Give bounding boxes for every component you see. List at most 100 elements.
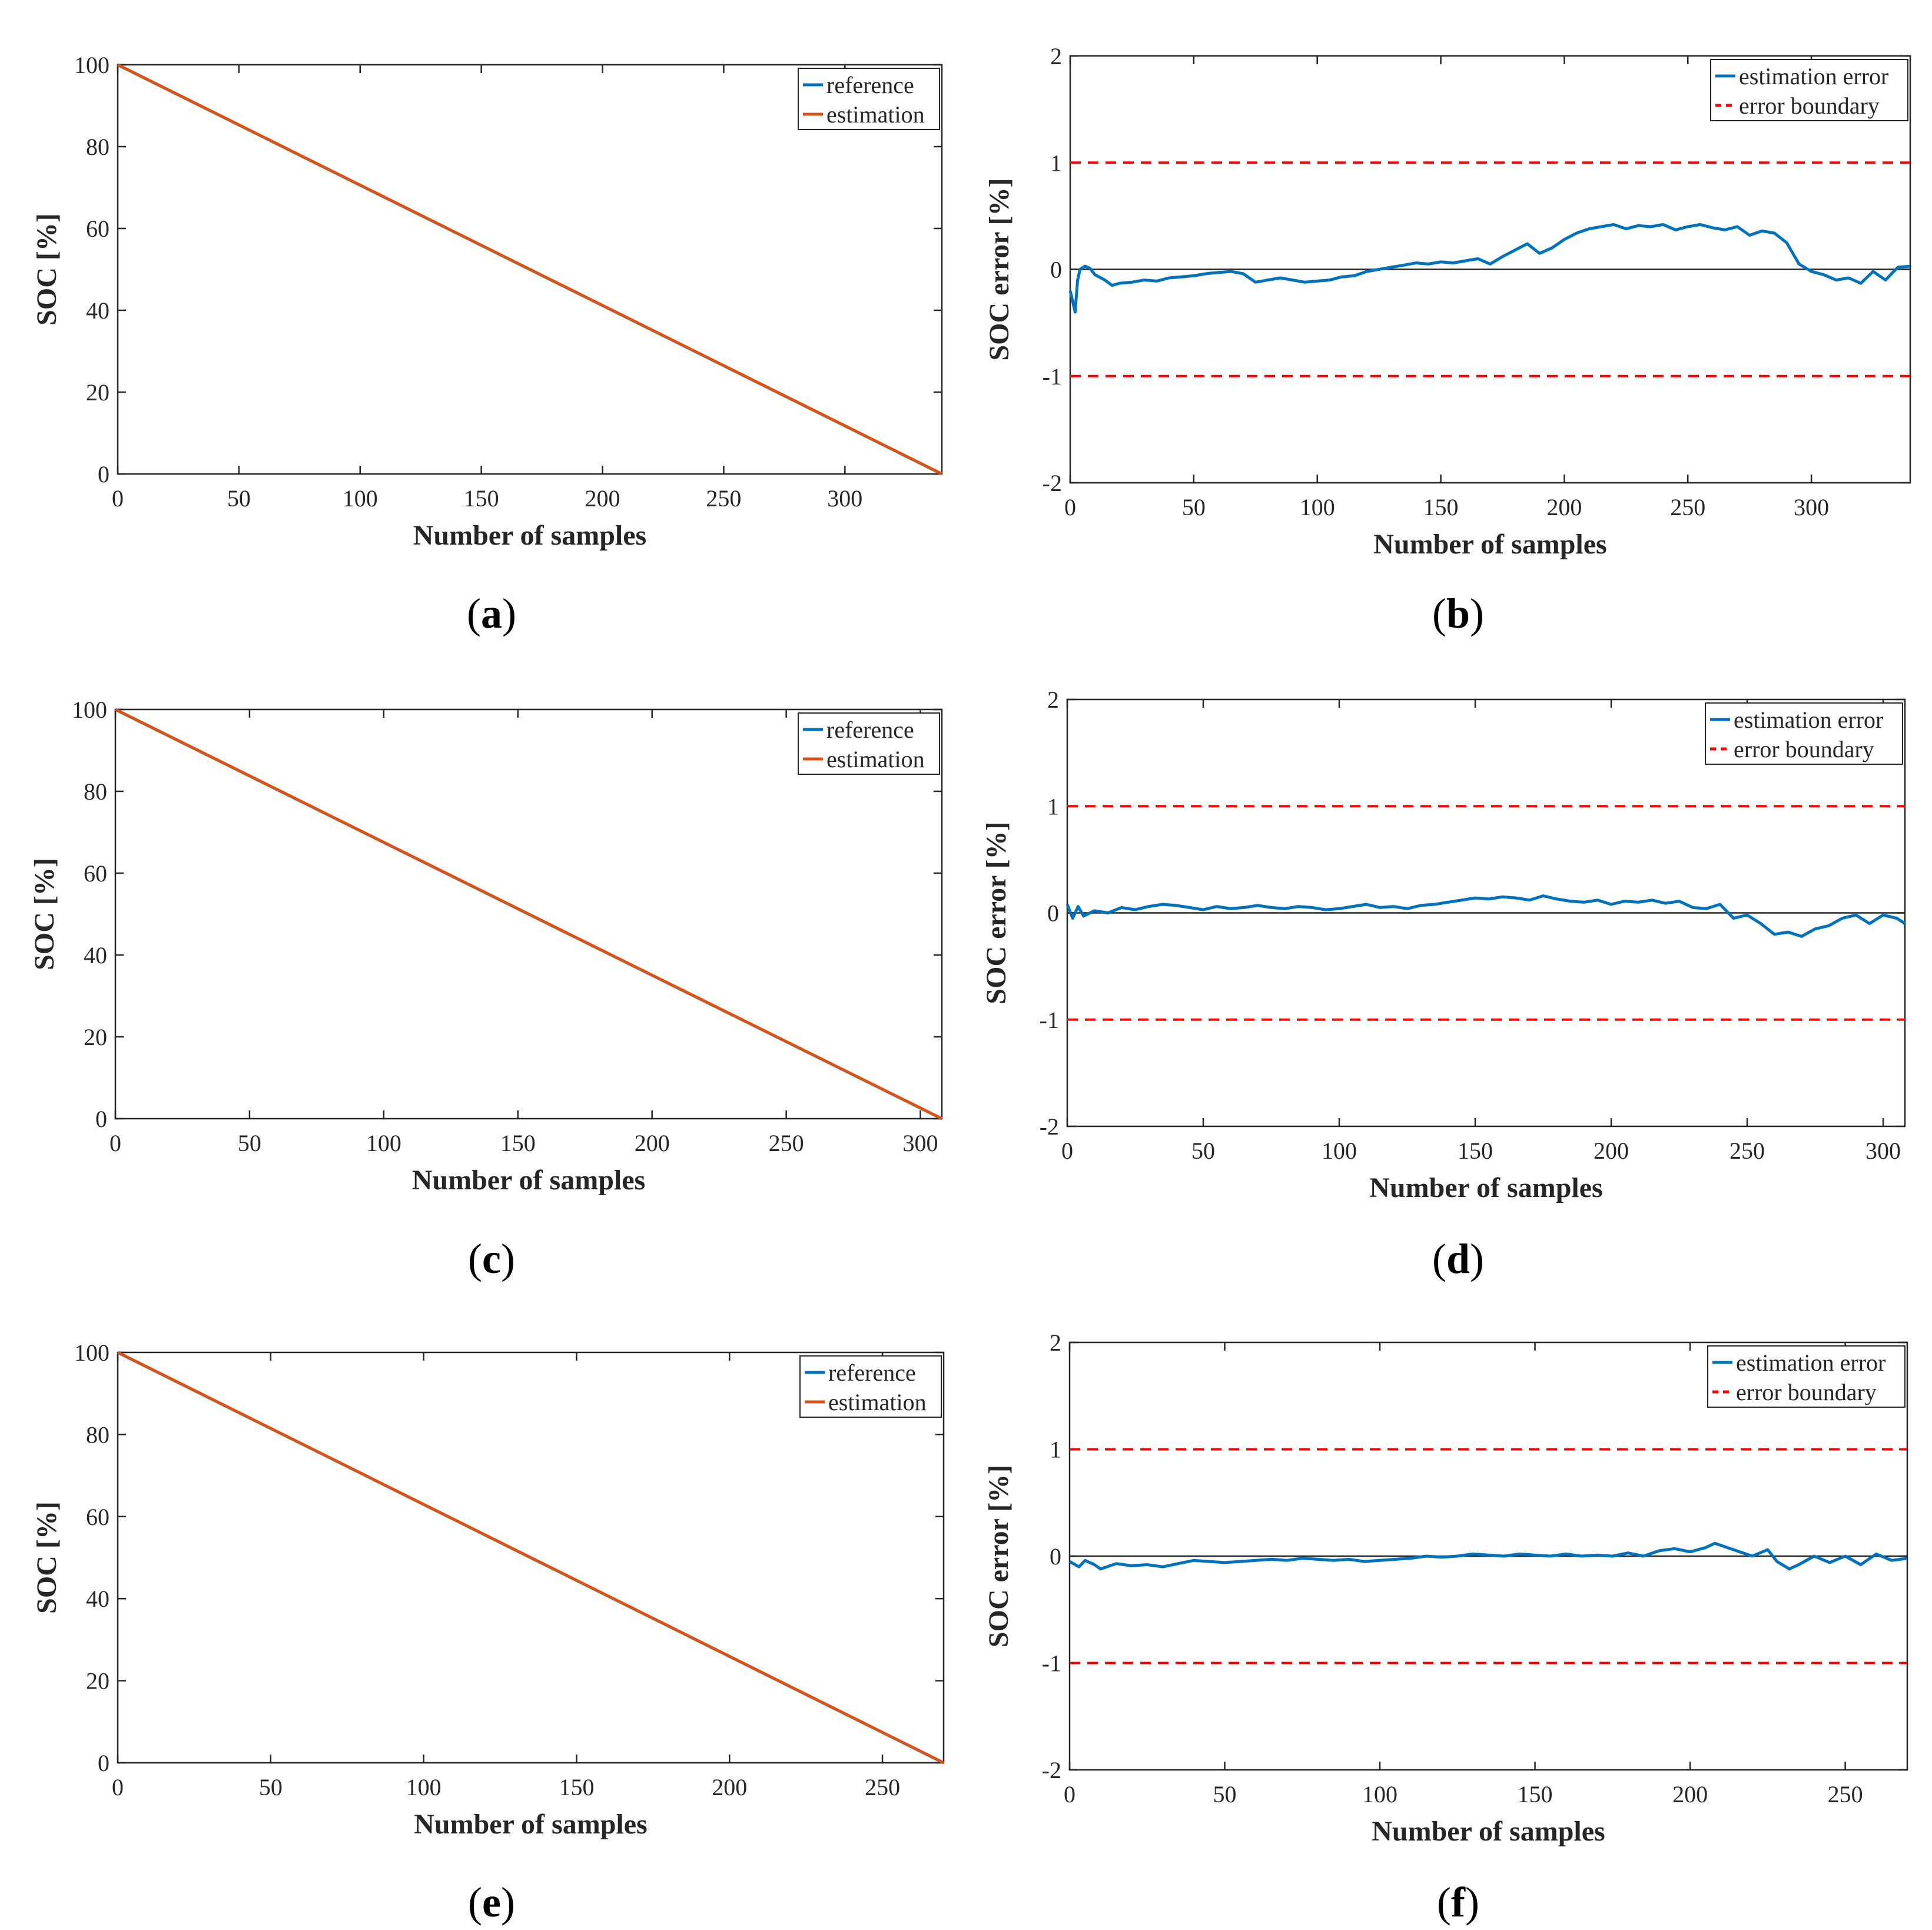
panel-label-close: ) [1470, 590, 1484, 637]
x-tick-label: 100 [343, 485, 378, 512]
chart-b: 0 50 100 150 200 250 300 -2 -1 0 1 2 Number of sampl… [984, 43, 1911, 637]
legend-label-estimation: estimation [826, 101, 925, 128]
y-tick-label: 1 [1047, 793, 1059, 820]
series-estimation-error [1068, 223, 1911, 314]
panel-label-close: ) [1465, 1879, 1479, 1926]
panel-label: (f) [1437, 1879, 1479, 1926]
y-tick-label: 2 [1047, 687, 1059, 713]
x-tick-label: 50 [227, 485, 251, 512]
panel-label: (d) [1432, 1235, 1484, 1282]
y-tick-label: 0 [1047, 900, 1059, 927]
x-tick-label: 0 [1061, 1138, 1073, 1164]
series-estimation [117, 1351, 945, 1765]
y-tick-label: 60 [86, 1504, 109, 1530]
x-axis-label: Number of samples [414, 1809, 647, 1840]
y-tick-label: -2 [1042, 1757, 1061, 1783]
x-axis-label: Number of samples [1369, 1172, 1602, 1203]
panel-label-letter: a [481, 590, 502, 637]
y-tick-label: 0 [98, 461, 109, 488]
y-axis-label: SOC [%] [31, 1501, 62, 1614]
x-tick-label: 200 [712, 1774, 747, 1800]
panel-label-letter: c [482, 1235, 501, 1282]
legend-box [1705, 702, 1903, 765]
x-tick-label: 100 [1362, 1781, 1397, 1808]
y-tick-label: 100 [74, 1339, 109, 1366]
x-tick-label: 50 [1182, 494, 1206, 520]
panel-label: (e) [468, 1879, 515, 1926]
legend-box [1707, 1345, 1906, 1408]
x-tick-label: 0 [112, 1774, 124, 1800]
y-tick-label: 20 [84, 1024, 107, 1050]
y-tick-label: 40 [86, 1586, 109, 1612]
x-axis-label: Number of samples [412, 1165, 645, 1196]
y-tick-label: 60 [86, 215, 109, 242]
y-tick-label: 0 [95, 1106, 107, 1132]
y-tick-label: 40 [84, 942, 107, 969]
y-axis-label: SOC error [%] [984, 178, 1015, 360]
x-tick-label: 250 [865, 1774, 900, 1800]
chart-a: 0 50 100 150 200 250 300 0 20 40 60 80 100 Number of … [31, 52, 943, 637]
x-tick-label: 50 [259, 1774, 283, 1800]
y-tick-label: 80 [84, 778, 107, 805]
panel-label-open: ( [468, 1235, 482, 1282]
x-tick-label: 150 [559, 1774, 594, 1800]
y-tick-label: -1 [1040, 1007, 1059, 1033]
y-tick-label: 0 [1050, 1543, 1061, 1570]
legend-label-estimation-error: estimation error [1734, 707, 1883, 733]
x-tick-label: 0 [1064, 494, 1076, 520]
x-tick-label: 150 [500, 1130, 536, 1156]
y-tick-label: 0 [1050, 257, 1062, 283]
x-tick-label: 300 [827, 485, 862, 512]
legend-label-error-boundary: error boundary [1736, 1379, 1877, 1405]
legend: reference estimation [799, 1355, 942, 1418]
x-tick-label: 200 [585, 485, 620, 512]
y-tick-label: 60 [84, 860, 107, 887]
legend-label-error-boundary: error boundary [1739, 92, 1880, 119]
x-axis-label: Number of samples [1372, 1816, 1605, 1847]
x-tick-label: 150 [1423, 494, 1459, 520]
y-tick-label: -1 [1043, 363, 1062, 390]
y-axis-label: SOC error [%] [981, 821, 1012, 1004]
panel-label-letter: f [1451, 1879, 1466, 1926]
panel-label-open: ( [467, 590, 481, 637]
y-tick-label: 1 [1050, 1437, 1061, 1463]
x-tick-label: 50 [1213, 1781, 1237, 1808]
y-axis-label: SOC [%] [29, 858, 60, 970]
y-tick-label: 1 [1050, 150, 1062, 176]
x-tick-label: 250 [769, 1130, 804, 1156]
panel-label-close: ) [502, 590, 516, 637]
series-estimation [117, 63, 943, 476]
y-tick-label: 20 [86, 379, 109, 406]
x-tick-label: 100 [1300, 494, 1335, 520]
x-tick-label: 100 [406, 1774, 441, 1800]
x-tick-label: 200 [1672, 1781, 1708, 1808]
y-tick-label: 80 [86, 1421, 109, 1448]
x-tick-label: 200 [1546, 494, 1582, 520]
y-tick-label: 100 [74, 52, 109, 78]
legend-label-reference: reference [826, 72, 914, 98]
legend: estimation error error boundary [1707, 1345, 1906, 1408]
legend-label-reference: reference [828, 1359, 916, 1386]
series-estimation-error [1068, 1541, 1908, 1571]
legend: reference estimation [798, 68, 940, 130]
x-tick-label: 50 [238, 1130, 261, 1156]
legend-box [798, 712, 940, 775]
panel-label: (b) [1432, 590, 1484, 637]
x-tick-label: 0 [109, 1130, 121, 1156]
x-tick-label: 300 [1794, 494, 1829, 520]
legend: reference estimation [798, 712, 940, 775]
legend-label-reference: reference [826, 717, 914, 743]
legend-box [1710, 59, 1908, 121]
y-tick-label: 100 [72, 697, 107, 723]
legend-box [798, 68, 940, 130]
chart-d: 0 50 100 150 200 250 300 -2 -1 0 1 2 Number of sampl… [981, 687, 1906, 1282]
x-tick-label: 0 [1064, 1781, 1075, 1808]
legend-label-estimation-error: estimation error [1736, 1349, 1885, 1376]
legend-label-error-boundary: error boundary [1734, 736, 1874, 762]
x-tick-label: 150 [464, 485, 499, 512]
x-tick-label: 250 [706, 485, 741, 512]
legend-label-estimation-error: estimation error [1739, 63, 1888, 89]
chart-f: 0 50 100 150 200 250 -2 -1 0 1 2 Number of samples S… [983, 1329, 1908, 1926]
x-tick-label: 150 [1458, 1138, 1493, 1164]
